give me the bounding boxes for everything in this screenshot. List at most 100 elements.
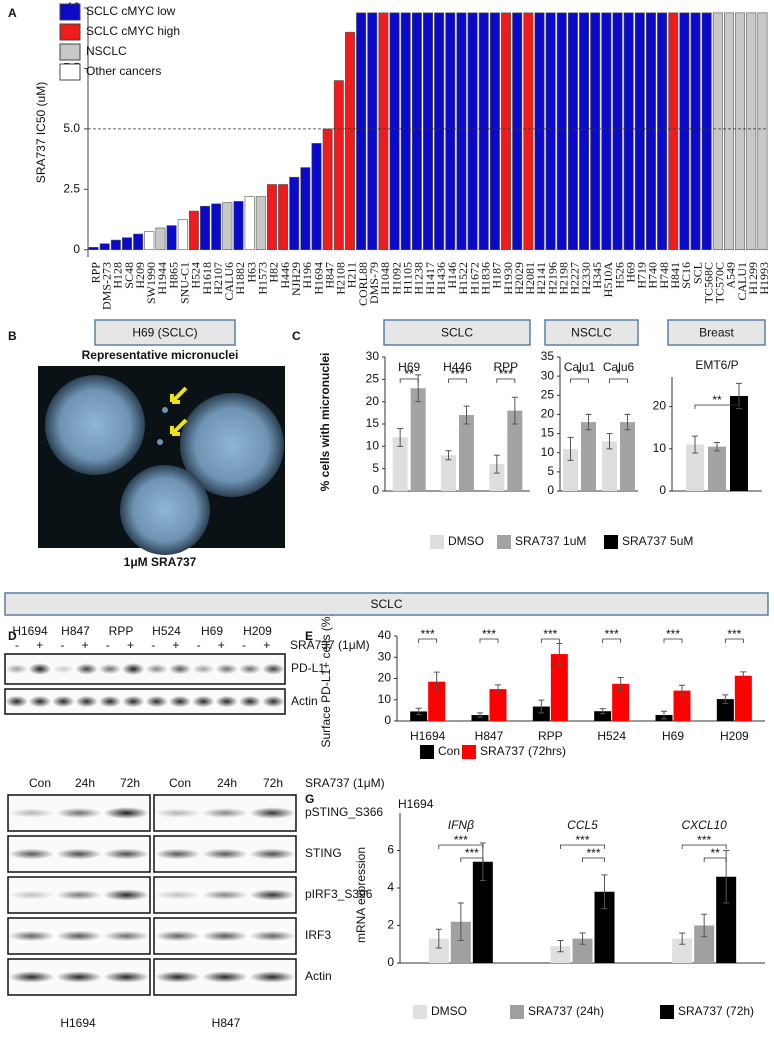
x-tick-label: CALU1 <box>735 262 749 301</box>
bar <box>534 12 545 251</box>
category-label: H69 <box>398 360 420 374</box>
bar <box>166 225 177 251</box>
x-tick-label: H1573 <box>256 262 270 295</box>
significance-label: *** <box>575 833 589 847</box>
x-tick-label: DMS-79 <box>367 262 381 304</box>
blot-label: PD-L1 <box>291 661 325 675</box>
blot-band <box>154 808 201 818</box>
bar <box>472 861 493 963</box>
bar <box>701 12 712 251</box>
treatment-sign: + <box>172 638 179 652</box>
bar <box>523 12 534 251</box>
treatment-sign: - <box>197 638 201 652</box>
bar <box>602 441 617 491</box>
x-tick-label: H865 <box>166 262 180 289</box>
treatment-sign: - <box>151 638 155 652</box>
category-label: H1694 <box>410 729 446 743</box>
bar <box>467 12 478 251</box>
blot-band <box>249 848 296 860</box>
blot-band <box>238 663 262 675</box>
x-tick-label: H748 <box>657 262 671 289</box>
bar <box>679 12 690 251</box>
bar <box>594 711 612 721</box>
blot-label: pIRF3_S396 <box>305 887 373 901</box>
blot-band <box>202 890 248 900</box>
blot-label: Actin <box>291 694 318 708</box>
error-bar <box>567 436 574 461</box>
bar <box>99 243 110 251</box>
category-label: H209 <box>720 729 749 743</box>
error-bar <box>556 642 563 666</box>
bar <box>423 12 433 251</box>
bar <box>392 437 408 491</box>
category-label: RPP <box>538 729 563 743</box>
error-bar <box>617 676 624 691</box>
x-tick-label: H1672 <box>467 262 481 295</box>
x-tick-label: H209 <box>133 262 147 289</box>
blot-band <box>103 971 150 983</box>
bar <box>645 12 656 251</box>
y-tick-label: 0 <box>73 242 80 256</box>
category-label: H847 <box>475 729 504 743</box>
legend-swatch <box>660 1005 674 1019</box>
category-label: H446 <box>443 360 472 374</box>
x-tick-label: H1417 <box>423 262 437 295</box>
x-tick-label: H1618 <box>200 262 214 295</box>
treatment-label: SRA737 (1μM) <box>305 776 385 790</box>
error-bar <box>415 707 422 716</box>
category-label: RPP <box>493 360 518 374</box>
bar <box>730 396 748 491</box>
y-tick-label: 0 <box>659 483 666 497</box>
significance-label: *** <box>482 627 496 641</box>
significance-bracket <box>438 844 484 849</box>
blot-band <box>262 695 285 708</box>
legend-label: SRA737 1uM <box>515 534 586 548</box>
y-tick-label: 4 <box>387 880 394 894</box>
blot-band <box>145 664 168 674</box>
significance-label: *** <box>465 846 479 860</box>
timepoint-label: 24h <box>75 776 95 790</box>
error-bar <box>692 435 698 454</box>
bar <box>344 31 355 251</box>
x-tick-label: H1944 <box>155 262 169 295</box>
x-tick-label: H446 <box>278 262 292 289</box>
legend-swatch <box>59 63 81 81</box>
error-bar <box>538 699 545 714</box>
bar <box>311 143 322 251</box>
legend-label: SRA737 (72hrs) <box>480 744 566 758</box>
chart-title-box <box>383 319 531 346</box>
blot-band <box>192 695 215 708</box>
y-tick-label: 5.0 <box>63 121 80 135</box>
x-tick-label: H510A <box>601 262 615 298</box>
cell-line-label: H847 <box>61 624 90 638</box>
significance-bracket <box>448 378 467 383</box>
y-tick-label: 10 <box>378 692 392 706</box>
y-tick-label: 0 <box>547 483 554 497</box>
category-label: Calu1 <box>564 360 596 374</box>
error-bar <box>599 708 606 715</box>
error-bar <box>511 396 518 425</box>
bar <box>489 12 500 251</box>
y-tick-label: 5 <box>372 461 379 475</box>
bar <box>612 683 630 721</box>
blot-band <box>8 848 55 860</box>
bar <box>489 689 507 721</box>
image-header: H69 (SCLC) <box>132 326 197 340</box>
x-tick-label: DMS-273 <box>99 262 113 310</box>
blot-band <box>249 889 296 901</box>
bar <box>512 12 523 251</box>
legend-swatch <box>497 535 511 549</box>
bar <box>724 12 734 251</box>
y-tick-label: 30 <box>366 349 380 363</box>
chart-title: Breast <box>699 326 734 340</box>
error-bar <box>579 932 586 945</box>
y-tick-label: 25 <box>541 387 555 401</box>
blot-band <box>202 930 248 942</box>
blot-band <box>249 971 296 983</box>
significance-bracket <box>694 404 740 409</box>
bar <box>144 231 155 251</box>
micronucleus <box>162 407 168 413</box>
error-bar <box>585 413 592 431</box>
blot-band <box>75 663 98 675</box>
